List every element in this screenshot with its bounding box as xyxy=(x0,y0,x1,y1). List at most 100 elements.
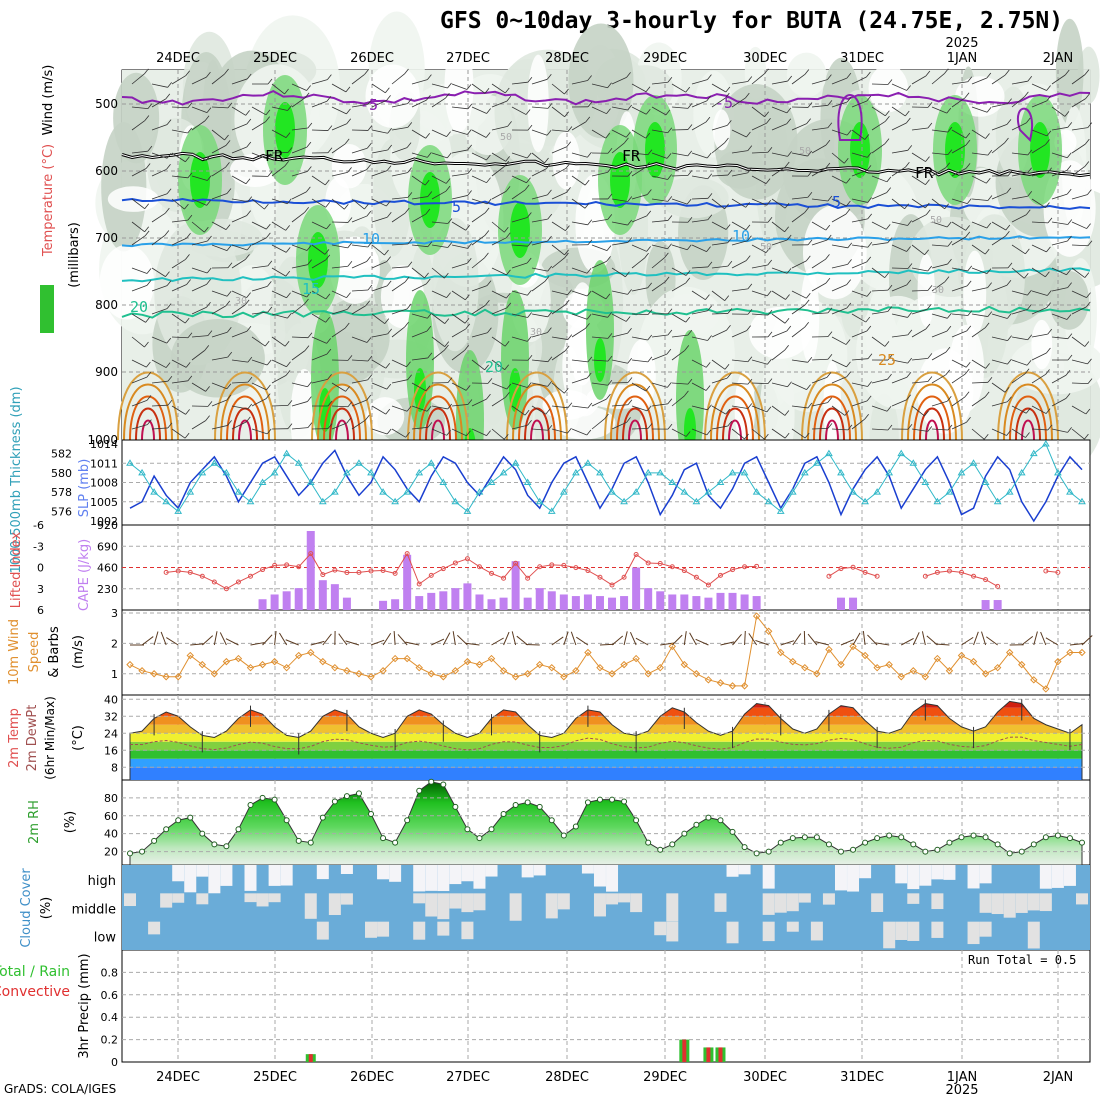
wind-barb-flag xyxy=(724,364,730,370)
wind-barb-flag xyxy=(846,96,852,103)
wind-barb xyxy=(831,129,848,136)
wind-barb-flag xyxy=(506,292,511,299)
li-ytick: -6 xyxy=(33,519,44,532)
wind-barb-flag xyxy=(1046,347,1051,354)
wind-barb-flag xyxy=(1085,408,1091,415)
wind-barb xyxy=(1071,143,1086,154)
thickness-marker xyxy=(704,488,713,495)
wind-barb xyxy=(151,152,168,159)
wind-speed-marker xyxy=(584,648,592,657)
wind-barb xyxy=(511,189,526,200)
wind-barb-flag xyxy=(1046,130,1052,137)
wind-barb-flag xyxy=(645,162,650,168)
cloud-gap xyxy=(630,893,643,913)
wind-barb xyxy=(611,221,628,226)
wind-speed-marker xyxy=(391,654,399,663)
li-marker xyxy=(320,572,326,578)
wind-barb-flag xyxy=(386,200,391,207)
wind-barb-flag xyxy=(806,118,811,124)
wind-barb-flag xyxy=(847,242,853,249)
wind-barb xyxy=(671,83,686,93)
li-ytick: -3 xyxy=(33,540,44,553)
wind-barb-flag xyxy=(905,161,910,168)
wind-barb-flag xyxy=(867,353,873,359)
wind-barb xyxy=(311,221,327,230)
wind-barb-flag xyxy=(366,256,371,262)
rh-marker xyxy=(259,794,266,801)
rh-shade xyxy=(568,23,634,139)
wind-barb-flag xyxy=(846,371,852,378)
wind-barb-flag xyxy=(705,294,710,300)
cloud-gap xyxy=(172,893,185,903)
cloud-gap xyxy=(979,865,992,884)
wind-barb xyxy=(251,398,267,407)
wind-barb xyxy=(951,285,968,292)
wind-speed-marker xyxy=(282,663,291,672)
wind-barb-flag xyxy=(285,225,290,231)
rh-marker xyxy=(560,832,567,839)
wind-barb xyxy=(251,221,267,230)
temp-units-label: (°C) xyxy=(71,725,86,751)
wind-barb-flag xyxy=(925,209,931,215)
wind-barb-flag xyxy=(926,304,932,310)
wind-barb-flag xyxy=(144,341,149,348)
contour-hot xyxy=(716,395,754,441)
wind-barb xyxy=(231,146,247,154)
wind-barb-flag xyxy=(564,88,569,95)
wind-barb xyxy=(1031,198,1046,209)
wind-barb xyxy=(311,175,326,186)
cape-ytick: 230 xyxy=(97,583,118,596)
wind-barb xyxy=(151,83,168,88)
wind-barb xyxy=(831,244,848,249)
wind-barb xyxy=(831,101,848,108)
wind-barb xyxy=(631,83,647,93)
wind-barb xyxy=(311,198,326,208)
wind-barb-flag xyxy=(927,426,933,432)
wind-barb xyxy=(671,174,689,177)
cloud-gap xyxy=(847,865,860,892)
wind-barb xyxy=(271,267,286,277)
wind-barb-flag xyxy=(767,378,773,384)
wind-barb xyxy=(811,282,827,292)
wind-barb-flag xyxy=(306,85,311,91)
li-marker xyxy=(549,562,555,568)
wind-barb-flag xyxy=(365,300,371,307)
thickness-marker xyxy=(656,468,665,476)
li-marker xyxy=(946,568,952,574)
thickness-marker xyxy=(740,468,749,476)
wind-barb-flag xyxy=(745,224,751,231)
millibars-label: (millibars) xyxy=(67,222,82,288)
wind-barb xyxy=(551,257,565,269)
wind-barb xyxy=(831,428,848,431)
wind-barb-flag xyxy=(767,259,773,266)
wind-barb-flag xyxy=(647,334,653,341)
wind-barb xyxy=(691,244,707,253)
wind-barb xyxy=(771,80,788,85)
wind-barb xyxy=(431,428,447,436)
wind-barb-flag xyxy=(245,110,250,116)
wind-barb xyxy=(371,244,385,256)
wind-barb xyxy=(831,77,848,85)
wind-barb xyxy=(231,106,246,116)
wind-barb xyxy=(971,221,987,229)
wind-barb xyxy=(191,306,207,315)
thickness-marker xyxy=(234,488,243,495)
thickness-marker xyxy=(198,468,207,476)
wind-barb-flag xyxy=(707,193,713,199)
wind-barb-flag xyxy=(764,433,769,440)
wind-barb-flag xyxy=(547,103,553,109)
wind-barb xyxy=(471,285,488,292)
thickness-marker xyxy=(981,478,990,485)
wind-barb-flag xyxy=(1087,378,1093,384)
thickness-marker xyxy=(861,497,869,505)
wind-barb-flag xyxy=(924,410,929,417)
wind-barb-flag xyxy=(986,72,992,79)
cloud-gap xyxy=(1039,893,1052,912)
wind-barb xyxy=(862,631,866,646)
rh-marker xyxy=(548,817,555,824)
wind-barb-flag xyxy=(246,244,252,251)
li-marker xyxy=(525,575,531,581)
li-marker xyxy=(1043,568,1049,574)
wind-barb-flag xyxy=(226,188,232,194)
wind-barb-flag xyxy=(327,374,332,380)
